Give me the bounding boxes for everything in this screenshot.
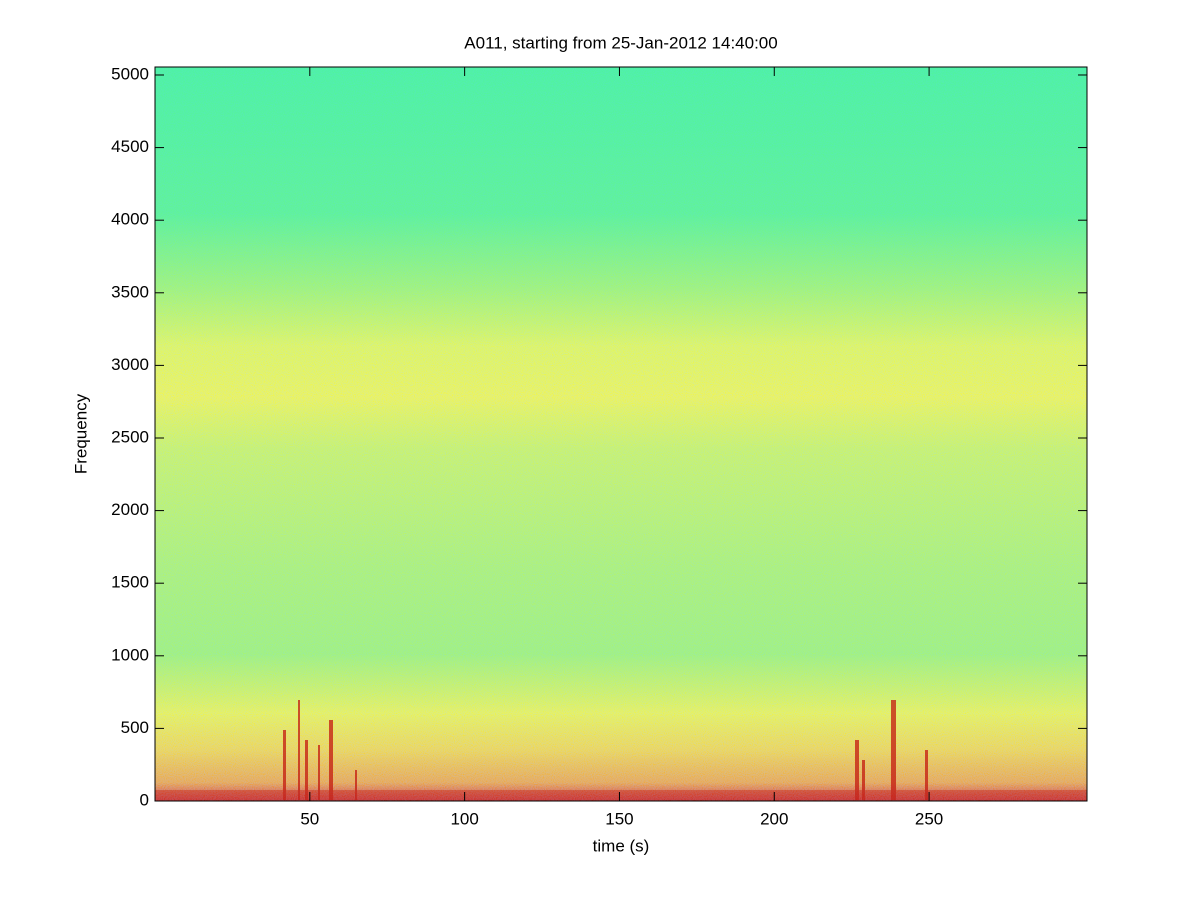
y-tick-label: 3500 <box>111 282 149 301</box>
x-tick-label: 100 <box>450 809 478 828</box>
y-axis-label: Frequency <box>71 393 90 474</box>
y-tick-label: 0 <box>140 790 149 809</box>
spectrogram-streaks <box>155 700 1087 801</box>
y-tick-label: 2500 <box>111 427 149 446</box>
x-tick-label: 250 <box>915 809 943 828</box>
y-tick-label: 5000 <box>111 64 149 83</box>
chart-title: A011, starting from 25-Jan-2012 14:40:00 <box>464 33 777 52</box>
y-tick-label: 1500 <box>111 573 149 592</box>
plot-frame <box>154 66 1088 802</box>
y-tick-label: 4500 <box>111 137 149 156</box>
x-tick-label: 200 <box>760 809 788 828</box>
x-tick-label: 150 <box>605 809 633 828</box>
spectrogram-image <box>155 67 1087 801</box>
spectrogram-field <box>155 67 1087 801</box>
y-tick-label: 3000 <box>111 355 149 374</box>
x-axis-label: time (s) <box>593 836 650 855</box>
y-tick-label: 1000 <box>111 645 149 664</box>
y-tick-label: 4000 <box>111 210 149 229</box>
y-tick-label: 500 <box>121 718 149 737</box>
x-tick-label: 50 <box>300 809 319 828</box>
y-tick-label: 2000 <box>111 500 149 519</box>
